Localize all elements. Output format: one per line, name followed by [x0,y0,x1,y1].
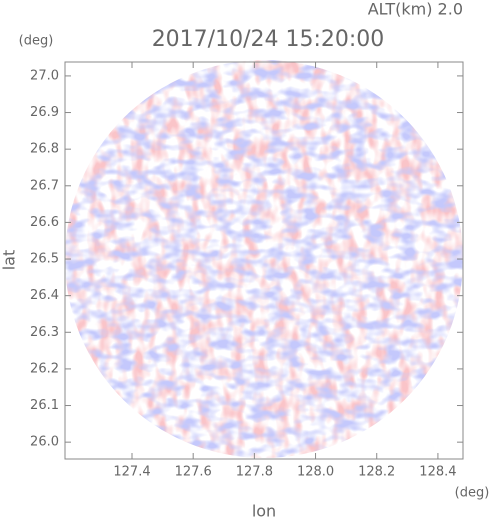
chart-title: 2017/10/24 15:20:00 [152,27,385,52]
x-axis-label: lon [252,502,276,521]
x-tick-label: 128.0 [297,465,334,480]
x-unit: (deg) [455,486,490,501]
y-tick-label: 26.2 [30,361,59,376]
x-tick-label: 128.4 [419,465,456,480]
y-tick-label: 26.7 [30,178,59,193]
y-tick-label: 26.3 [30,325,59,340]
y-tick-label: 26.0 [30,435,59,450]
y-tick-label: 26.6 [30,215,59,230]
y-tick-label: 26.8 [30,142,59,157]
y-tick-label: 26.5 [30,252,59,267]
x-tick-label: 128.2 [358,465,395,480]
y-tick-label: 26.9 [30,105,59,120]
y-unit: (deg) [19,34,54,49]
subtitle: ALT(km) 2.0 [368,0,463,19]
y-tick-label: 26.4 [30,288,59,303]
y-tick-label: 27.0 [30,68,59,83]
y-axis-label: lat [0,250,19,271]
x-tick-label: 127.8 [236,465,273,480]
x-tick-label: 127.4 [113,465,150,480]
x-tick-label: 127.6 [175,465,212,480]
radar-field [65,60,463,458]
y-tick-label: 26.1 [30,398,59,413]
plot-frame [64,61,464,460]
